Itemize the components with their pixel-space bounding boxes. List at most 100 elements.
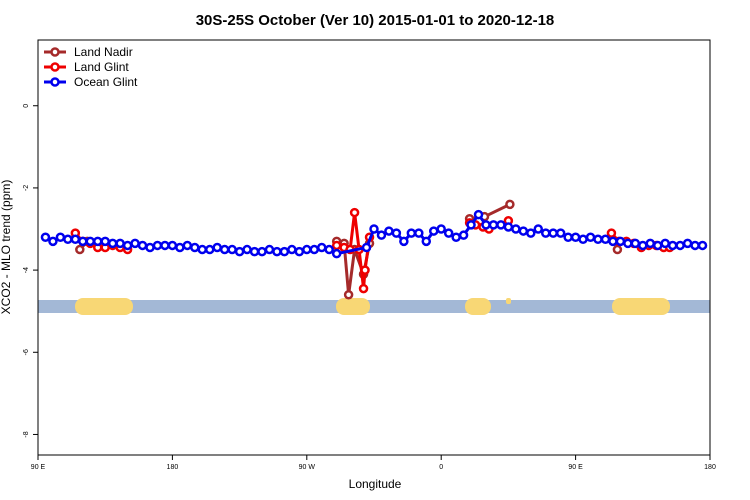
- point: [391, 228, 402, 238]
- legend-marker: [50, 47, 60, 57]
- point: [331, 248, 342, 259]
- point: [107, 238, 118, 249]
- point: [343, 290, 354, 300]
- legend-marker: [50, 62, 60, 72]
- ocean-band: [38, 300, 710, 313]
- point: [324, 244, 334, 255]
- point: [257, 246, 267, 257]
- point: [496, 220, 506, 230]
- point: [555, 228, 566, 238]
- point: [242, 244, 252, 255]
- point: [505, 199, 515, 210]
- point: [55, 232, 66, 242]
- point: [360, 265, 370, 275]
- point: [414, 228, 424, 238]
- point: [264, 244, 275, 255]
- point: [145, 242, 155, 253]
- land-segment: [612, 298, 670, 315]
- x-tick-label: 90 E: [31, 464, 46, 471]
- y-axis-label: XCO2 - MLO trend (ppm): [0, 180, 13, 315]
- point: [358, 283, 369, 294]
- point: [503, 222, 514, 232]
- point: [615, 236, 626, 247]
- point: [421, 236, 432, 247]
- point: [100, 236, 110, 247]
- point: [279, 246, 290, 257]
- point: [48, 236, 58, 247]
- point: [369, 224, 379, 234]
- point: [316, 242, 327, 253]
- y-tick-label: -2: [23, 185, 30, 191]
- point: [675, 240, 685, 251]
- point: [182, 240, 193, 251]
- x-tick-label: 90 W: [299, 464, 316, 471]
- point: [361, 242, 372, 253]
- point: [287, 244, 297, 255]
- point: [130, 238, 140, 249]
- point: [511, 224, 521, 234]
- point: [160, 240, 170, 251]
- point: [137, 240, 148, 251]
- point: [227, 244, 237, 255]
- point: [428, 226, 439, 236]
- point: [272, 246, 282, 257]
- point: [690, 240, 700, 251]
- point: [122, 240, 133, 251]
- point: [78, 236, 88, 247]
- point: [309, 244, 320, 255]
- point: [234, 246, 245, 257]
- point: [302, 244, 312, 255]
- point: [436, 224, 446, 234]
- legend-label: Land Nadir: [74, 45, 133, 59]
- point: [167, 240, 178, 251]
- point: [294, 246, 305, 257]
- x-tick-label: 90 E: [568, 464, 583, 471]
- point: [585, 232, 596, 242]
- point: [593, 234, 603, 245]
- y-tick-label: -6: [23, 349, 30, 355]
- point: [249, 246, 260, 257]
- point: [458, 230, 469, 240]
- point: [608, 236, 618, 247]
- point: [533, 224, 544, 234]
- series: [40, 209, 708, 259]
- x-tick-label: 180: [167, 464, 179, 471]
- x-tick-label: 180: [704, 464, 716, 471]
- x-tick-label: 0: [439, 464, 443, 471]
- point: [638, 240, 648, 251]
- point: [115, 238, 125, 249]
- series-line: [74, 212, 670, 289]
- y-tick-label: -4: [23, 267, 30, 273]
- point: [548, 228, 558, 238]
- point: [406, 228, 417, 238]
- point: [630, 238, 641, 249]
- point: [623, 238, 633, 249]
- y-tick-label: -8: [23, 431, 30, 437]
- point: [40, 232, 51, 242]
- point: [92, 236, 103, 247]
- land-mask: [38, 298, 710, 315]
- point: [219, 244, 230, 255]
- point: [75, 244, 85, 255]
- land-segment: [75, 298, 133, 315]
- land-segment: [506, 298, 511, 304]
- point: [85, 236, 96, 247]
- point: [212, 242, 222, 253]
- point: [645, 238, 656, 249]
- point: [600, 234, 611, 245]
- point: [612, 244, 623, 255]
- land-segment: [465, 298, 491, 315]
- point: [331, 240, 342, 251]
- point: [563, 232, 573, 242]
- point: [443, 228, 454, 238]
- point: [526, 228, 536, 238]
- point: [197, 244, 208, 255]
- point: [606, 228, 617, 238]
- legend-label: Land Glint: [74, 60, 129, 74]
- point: [697, 240, 708, 251]
- point: [481, 220, 491, 230]
- point: [349, 207, 360, 218]
- point: [660, 238, 670, 249]
- point: [578, 234, 588, 245]
